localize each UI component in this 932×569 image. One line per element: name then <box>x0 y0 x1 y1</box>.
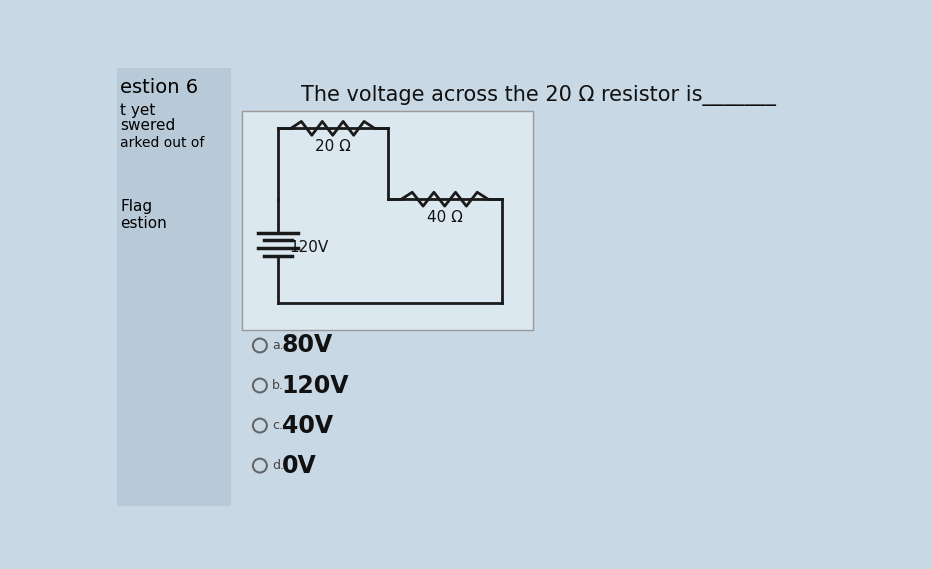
Text: 40V: 40V <box>281 414 333 438</box>
Text: d.: d. <box>272 459 284 472</box>
Text: swered: swered <box>120 118 175 133</box>
Text: a.: a. <box>272 339 284 352</box>
Text: The voltage across the 20 Ω resistor is_______: The voltage across the 20 Ω resistor is_… <box>301 85 776 106</box>
Bar <box>242 110 533 330</box>
Text: estion 6: estion 6 <box>120 77 199 97</box>
Bar <box>116 68 231 506</box>
Text: 20 Ω: 20 Ω <box>315 139 350 154</box>
Text: 120V: 120V <box>289 240 329 255</box>
Text: t yet: t yet <box>120 103 156 118</box>
Text: arked out of: arked out of <box>120 136 205 150</box>
Text: 0V: 0V <box>281 453 316 477</box>
Text: Flag: Flag <box>120 199 153 214</box>
Text: 120V: 120V <box>281 373 350 398</box>
Text: 40 Ω: 40 Ω <box>427 210 462 225</box>
Text: c.: c. <box>272 419 283 432</box>
Text: 80V: 80V <box>281 333 333 357</box>
Text: estion: estion <box>120 216 167 231</box>
Text: b.: b. <box>272 379 284 392</box>
